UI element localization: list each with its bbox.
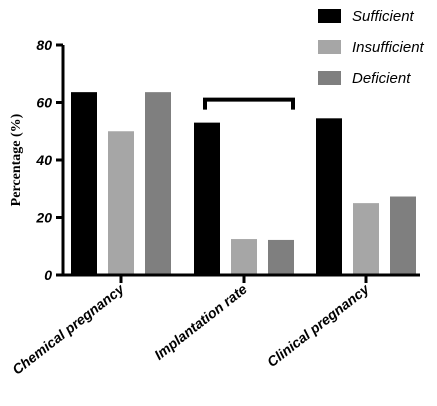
bar-sufficient-1 [71,92,97,276]
y-tick-label-20: 20 [35,210,52,226]
bar-deficient-2 [268,239,294,275]
bar-insufficient-3 [353,203,379,275]
significance-bracket [203,97,295,110]
x-category-label-1: Chemical pregnancy [9,280,128,378]
legend-label-insufficient: Insufficient [352,39,425,56]
x-category-label-2: Implantation rate [151,281,250,363]
legend-label-sufficient: Sufficient [352,8,415,25]
y-tick-label-0: 0 [44,267,52,283]
legend-label-deficient: Deficient [352,70,411,87]
bar-insufficient-1 [108,131,134,275]
bar-deficient-3 [390,196,416,275]
y-tick-label-40: 40 [35,152,52,168]
x-category-label-3: Clinical pregnancy [264,280,373,370]
bar-sufficient-3 [316,118,342,275]
bar-insufficient-2 [231,239,257,275]
y-tick-label-60: 60 [36,95,52,111]
y-tick-label-80: 80 [36,37,52,53]
legend-swatch-deficient [318,71,341,85]
legend-swatch-sufficient [318,9,341,23]
legend: Sufficient Insufficient Deficient [318,8,425,87]
bars-group [71,92,416,276]
bar-deficient-1 [145,92,171,276]
bar-sufficient-2 [194,122,220,275]
legend-swatch-insufficient [318,40,341,54]
y-axis-title: Percentage (%) [9,113,24,206]
